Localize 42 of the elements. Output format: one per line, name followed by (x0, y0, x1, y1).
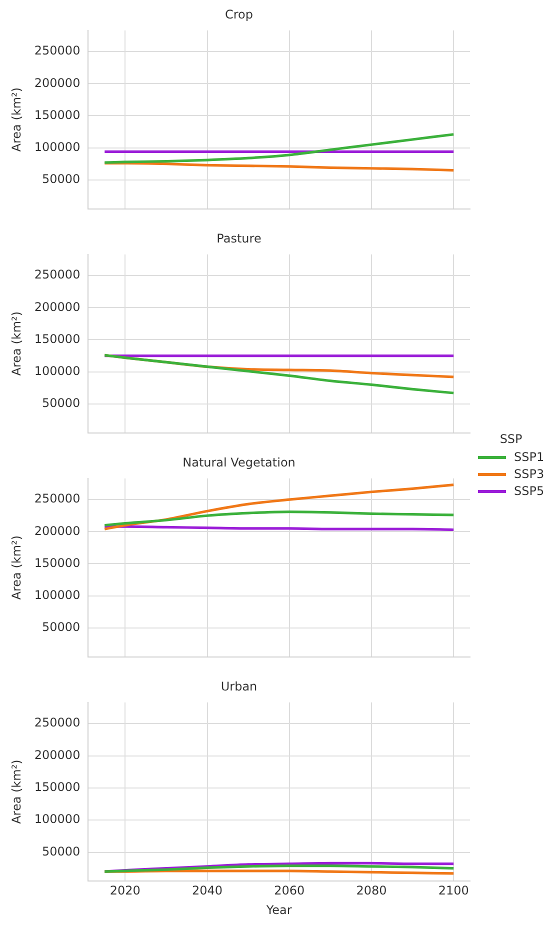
legend-title: SSP (498, 432, 524, 446)
x-axis-title: Year (265, 902, 292, 917)
y-tick-label: 150000 (34, 332, 80, 346)
y-tick-label: 200000 (34, 524, 80, 538)
y-axis-title: Area (km²) (9, 87, 24, 152)
y-axis-title: Area (km²) (9, 535, 24, 600)
chart-title: Natural Vegetation (182, 455, 296, 470)
y-tick-label: 150000 (34, 556, 80, 570)
legend-label: SSP3 (514, 467, 544, 481)
y-tick-label: 150000 (34, 108, 80, 122)
line-series (103, 162, 455, 172)
chart-title: Crop (224, 7, 254, 22)
y-tick-label: 50000 (42, 620, 80, 634)
x-tick-label: 2080 (356, 884, 387, 898)
line-series (103, 510, 455, 527)
y-tick-label: 50000 (42, 844, 80, 858)
x-tick-label: 2060 (274, 884, 305, 898)
x-tick-label: 2020 (110, 884, 140, 898)
y-axis-title: Area (km²) (9, 311, 24, 376)
legend-label: SSP5 (514, 484, 544, 498)
y-tick-label: 250000 (34, 492, 80, 506)
y-tick-label: 200000 (34, 76, 80, 90)
x-tick-label: 2040 (192, 884, 223, 898)
chart-title: Urban (220, 679, 258, 694)
y-tick-label: 200000 (34, 748, 80, 762)
line-series (103, 133, 455, 164)
line-series (103, 354, 455, 394)
legend-label: SSP1 (514, 450, 544, 464)
y-tick-label: 100000 (34, 140, 80, 154)
y-axis-title: Area (km²) (9, 760, 24, 824)
y-tick-label: 50000 (42, 396, 80, 410)
y-tick-label: 100000 (34, 588, 80, 602)
chart-title: Pasture (216, 231, 262, 246)
y-tick-label: 100000 (34, 364, 80, 378)
x-tick-label: 2100 (438, 884, 469, 898)
y-tick-label: 250000 (34, 44, 80, 58)
y-tick-label: 200000 (34, 300, 80, 314)
y-tick-label: 250000 (34, 268, 80, 282)
y-tick-label: 50000 (42, 172, 80, 186)
y-tick-label: 100000 (34, 812, 80, 826)
y-tick-label: 250000 (34, 716, 80, 730)
y-tick-label: 150000 (34, 780, 80, 794)
